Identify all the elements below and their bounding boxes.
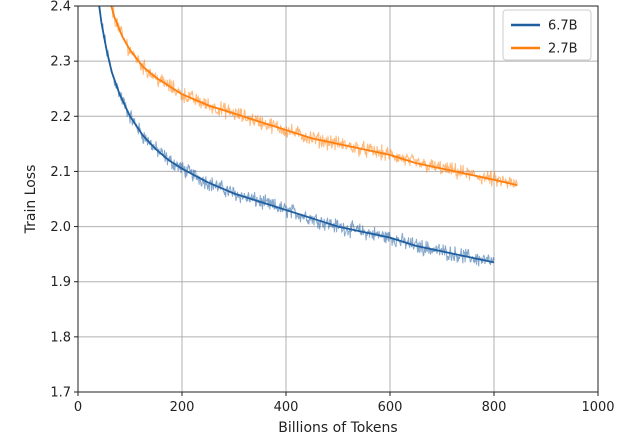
x-axis-label: Billions of Tokens <box>278 420 397 432</box>
x-tick-label: 1000 <box>581 400 614 415</box>
series-layer <box>98 6 518 267</box>
series-6.7B <box>98 6 495 267</box>
x-tick-label: 200 <box>170 400 195 415</box>
series-line <box>98 6 495 264</box>
series-noise-line <box>111 6 518 189</box>
series-2.7B <box>110 6 518 189</box>
plot-frame <box>77 5 599 393</box>
y-tick-label: 1.8 <box>50 330 71 345</box>
legend: 6.7B 2.7B <box>502 9 592 61</box>
y-tick-label: 1.7 <box>50 386 71 401</box>
x-tick-label: 400 <box>274 400 299 415</box>
x-tick-label: 800 <box>482 400 507 415</box>
x-tick-label: 0 <box>74 400 82 415</box>
y-axis: 1.7 1.8 1.9 2.0 2.1 2.2 2.3 2.4 <box>50 0 78 401</box>
legend-label: 6.7B <box>548 19 578 34</box>
grid <box>77 5 599 393</box>
x-tick-label: 600 <box>378 400 403 415</box>
x-axis: 0 200 400 600 800 1000 <box>74 392 615 415</box>
y-tick-label: 2.0 <box>50 220 71 235</box>
y-tick-label: 2.1 <box>50 165 71 180</box>
y-tick-label: 2.2 <box>50 110 71 125</box>
legend-label: 2.7B <box>548 42 578 57</box>
y-tick-label: 1.9 <box>50 275 71 290</box>
y-tick-label: 2.4 <box>50 0 71 15</box>
y-tick-label: 2.3 <box>50 55 71 70</box>
y-axis-label: Train Loss <box>23 165 39 235</box>
legend-box <box>502 9 592 61</box>
